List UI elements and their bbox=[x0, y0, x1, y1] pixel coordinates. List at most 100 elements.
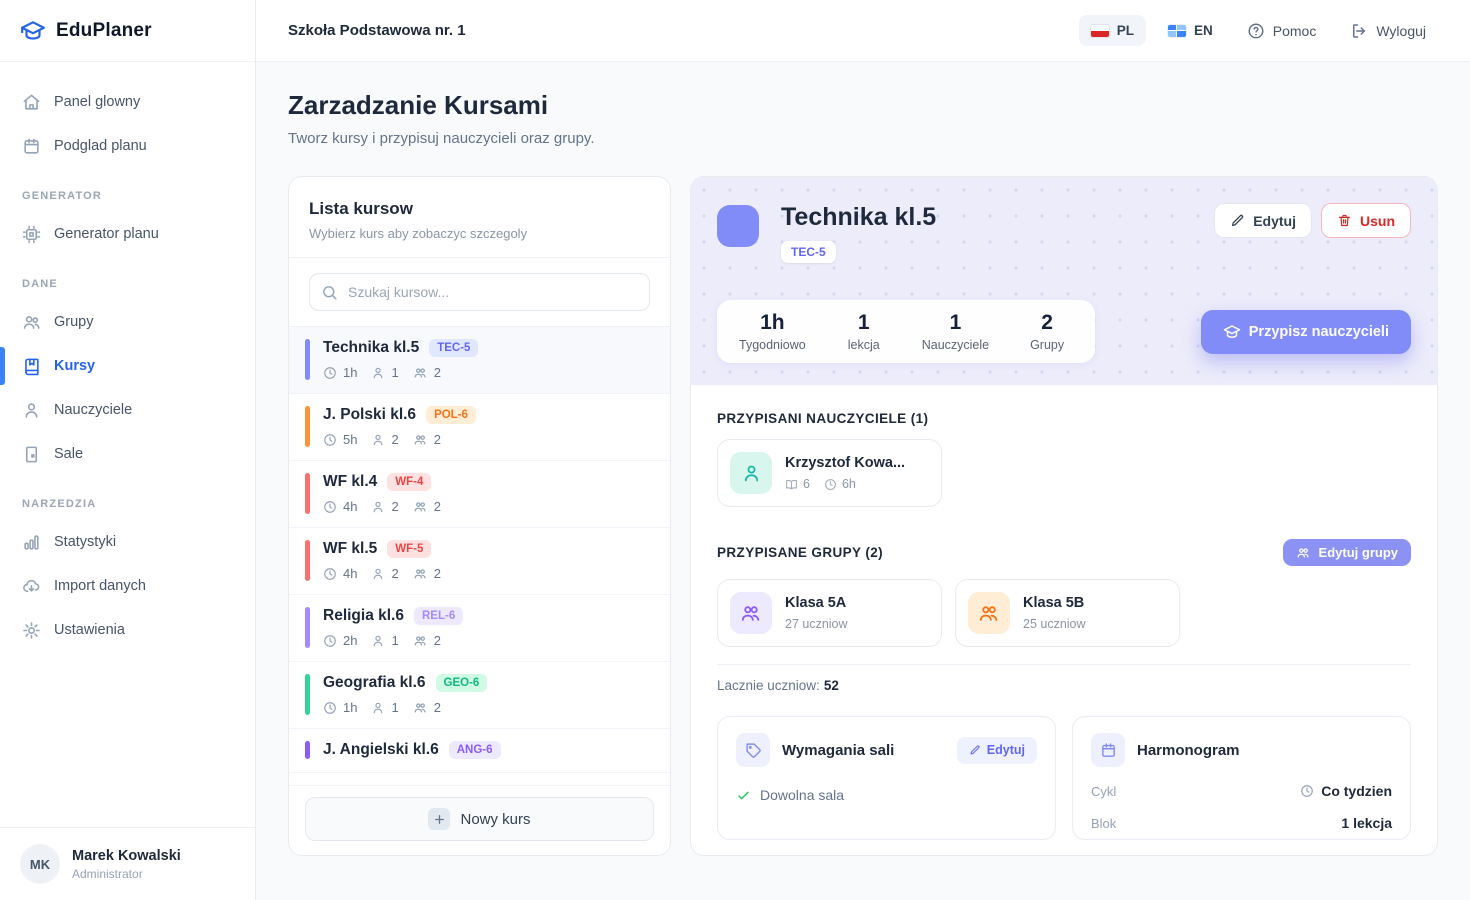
clock-icon bbox=[323, 701, 337, 715]
course-item-wf4[interactable]: WF kl.4 WF-4 4h 2 2 bbox=[289, 461, 670, 528]
course-list-title: Lista kursow bbox=[309, 199, 413, 218]
help-label: Pomoc bbox=[1272, 22, 1317, 39]
course-accent-bar bbox=[305, 741, 310, 759]
door-icon bbox=[22, 445, 41, 464]
room-requirements-card: Wymagania sali Edytuj Dowolna sala bbox=[717, 716, 1056, 840]
sidebar-item-kursy[interactable]: Kursy bbox=[0, 344, 255, 388]
course-code-badge: TEC-5 bbox=[429, 339, 479, 357]
course-meta: 2h 1 2 bbox=[323, 633, 463, 648]
schedule-card-title: Harmonogram bbox=[1137, 741, 1240, 759]
brand-name: EduPlaner bbox=[56, 19, 152, 41]
cpu-icon bbox=[22, 225, 41, 244]
gear-icon bbox=[22, 621, 41, 640]
group-card-5a[interactable]: Klasa 5A 27 uczniow bbox=[717, 579, 942, 647]
clock-icon bbox=[323, 366, 337, 380]
stat-weekly: 1h Tygodniowo bbox=[739, 311, 806, 352]
edit-room-button[interactable]: Edytuj bbox=[956, 736, 1037, 764]
course-code-badge: WF-4 bbox=[387, 473, 432, 491]
poland-flag-icon bbox=[1090, 24, 1109, 37]
search-input[interactable] bbox=[309, 273, 650, 311]
new-course-label: Nowy kurs bbox=[460, 810, 531, 828]
lang-en-button[interactable]: EN bbox=[1156, 15, 1225, 46]
person-icon bbox=[371, 567, 385, 581]
course-name: J. Angielski kl.6 bbox=[323, 741, 439, 758]
course-meta: 4h 2 2 bbox=[323, 499, 449, 514]
pencil-icon bbox=[1230, 213, 1245, 228]
course-code-badge: WF-5 bbox=[387, 540, 432, 558]
logout-button[interactable]: Wyloguj bbox=[1338, 14, 1438, 48]
course-list-footer: Nowy kurs bbox=[289, 785, 670, 855]
sidebar-item-import[interactable]: Import danych bbox=[0, 564, 255, 608]
edit-course-button[interactable]: Edytuj bbox=[1214, 203, 1312, 238]
group-icon bbox=[413, 700, 428, 715]
lang-en-label: EN bbox=[1193, 23, 1213, 38]
course-item-polski[interactable]: J. Polski kl.6 POL-6 5h 2 2 bbox=[289, 394, 670, 461]
course-item-wf5[interactable]: WF kl.5 WF-5 4h 2 2 bbox=[289, 528, 670, 595]
course-item-angielski[interactable]: J. Angielski kl.6 ANG-6 bbox=[289, 729, 670, 773]
total-students: Lacznie uczniow: 52 bbox=[717, 678, 839, 693]
course-accent-bar bbox=[305, 674, 310, 715]
sidebar-item-sale[interactable]: Sale bbox=[0, 432, 255, 476]
help-button[interactable]: Pomoc bbox=[1235, 14, 1329, 48]
group-icon bbox=[1296, 545, 1311, 560]
graduation-cap-logo-icon bbox=[20, 18, 46, 44]
course-detail-body: PRZYPISANI NAUCZYCIELE (1) Krzysztof Kow… bbox=[691, 385, 1437, 855]
sidebar-item-plan-preview[interactable]: Podglad planu bbox=[0, 124, 255, 168]
sidebar-item-grupy[interactable]: Grupy bbox=[0, 300, 255, 344]
user-name: Marek Kowalski bbox=[72, 847, 181, 864]
user-profile[interactable]: MK Marek Kowalski Administrator bbox=[0, 827, 255, 900]
lang-pl-button[interactable]: PL bbox=[1078, 15, 1146, 46]
sidebar-item-label: Generator planu bbox=[54, 226, 159, 242]
course-item-technika[interactable]: Technika kl.5 TEC-5 1h 1 2 bbox=[289, 327, 670, 394]
stat-lessons: 1 lekcja bbox=[847, 311, 880, 352]
delete-course-button[interactable]: Usun bbox=[1321, 203, 1411, 238]
groups-heading: PRZYPISANE GRUPY (2) bbox=[717, 545, 884, 560]
calendar-icon bbox=[22, 137, 41, 156]
home-icon bbox=[22, 93, 41, 112]
group-icon bbox=[413, 566, 428, 581]
course-list-subtitle: Wybierz kurs aby zobaczyc szczegoly bbox=[309, 226, 528, 241]
course-accent-bar bbox=[305, 473, 310, 514]
course-accent-bar bbox=[305, 406, 310, 447]
logout-icon bbox=[1350, 22, 1368, 40]
clock-icon bbox=[323, 433, 337, 447]
group-icon bbox=[413, 365, 428, 380]
avatar: MK bbox=[20, 844, 60, 884]
group-card-5b[interactable]: Klasa 5B 25 uczniow bbox=[955, 579, 1180, 647]
sidebar: EduPlaner Panel glowny Podglad planu GEN… bbox=[0, 0, 256, 900]
schedule-card: Harmonogram Cykl Co tydzien bbox=[1072, 716, 1411, 840]
course-code-badge: REL-6 bbox=[413, 607, 464, 625]
sidebar-item-statystyki[interactable]: Statystyki bbox=[0, 520, 255, 564]
sidebar-item-nauczyciele[interactable]: Nauczyciele bbox=[0, 388, 255, 432]
assign-teachers-button[interactable]: Przypisz nauczycieli bbox=[1200, 309, 1411, 354]
course-item-geografia[interactable]: Geografia kl.6 GEO-6 1h 1 2 bbox=[289, 662, 670, 729]
book-icon bbox=[22, 357, 41, 376]
users-icon bbox=[22, 313, 41, 332]
divider bbox=[717, 664, 1411, 665]
group-icon bbox=[413, 432, 428, 447]
trash-icon bbox=[1337, 213, 1352, 228]
clock-icon bbox=[323, 567, 337, 581]
course-meta: 4h 2 2 bbox=[323, 566, 449, 581]
graduation-cap-icon bbox=[1223, 323, 1241, 341]
bar-chart-icon bbox=[22, 533, 41, 552]
schedule-cycle-row: Cykl Co tydzien bbox=[1091, 783, 1392, 799]
course-code-badge: TEC-5 bbox=[781, 241, 836, 263]
edit-groups-button[interactable]: Edytuj grupy bbox=[1282, 539, 1411, 566]
new-course-button[interactable]: Nowy kurs bbox=[305, 797, 654, 841]
person-icon bbox=[371, 634, 385, 648]
course-title: Technika kl.5 bbox=[781, 203, 937, 231]
sidebar-item-generator[interactable]: Generator planu bbox=[0, 212, 255, 256]
course-item-religia[interactable]: Religia kl.6 REL-6 2h 1 2 bbox=[289, 595, 670, 662]
sidebar-item-label: Statystyki bbox=[54, 534, 117, 550]
calendar-icon bbox=[1091, 733, 1125, 767]
teacher-card[interactable]: Krzysztof Kowa... 6 6h bbox=[717, 439, 942, 507]
sidebar-item-dashboard[interactable]: Panel glowny bbox=[0, 80, 255, 124]
search-icon bbox=[323, 286, 337, 300]
teacher-name: Krzysztof Kowa... bbox=[785, 455, 906, 471]
room-card-title: Wymagania sali bbox=[782, 741, 895, 759]
sidebar-item-ustawienia[interactable]: Ustawienia bbox=[0, 608, 255, 652]
sidebar-item-label: Podglad planu bbox=[54, 138, 147, 154]
course-name: Religia kl.6 bbox=[323, 607, 404, 624]
person-icon bbox=[371, 500, 385, 514]
